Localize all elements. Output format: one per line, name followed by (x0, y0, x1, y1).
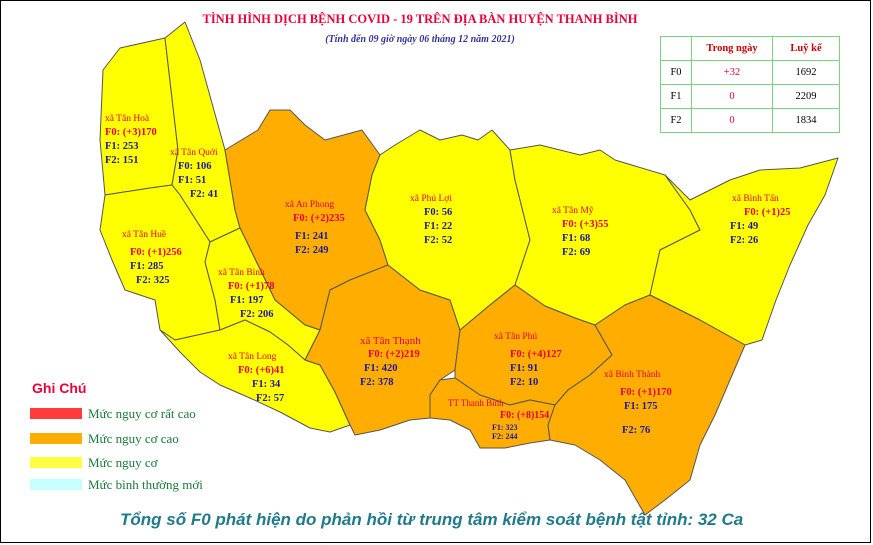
commune-f0: F0: (+2)235 (293, 213, 345, 224)
commune-f0: F0: (+1)170 (620, 387, 672, 398)
commune-name: TT Thanh Bình (448, 398, 504, 408)
footer-note: Tổng số F0 phát hiện do phản hồi từ trun… (120, 510, 744, 529)
legend-label: Mức nguy cơ (88, 455, 158, 470)
legend-label: Mức nguy cơ rất cao (88, 406, 196, 421)
commune-name: xã Tân Bình (218, 268, 265, 278)
commune-name: xã Tân Long (228, 352, 277, 362)
commune-f1: F1: 197 (230, 295, 264, 306)
label-tan-long: xã Tân Long F0: (+6)41 F1: 34 F2: 57 (228, 350, 285, 406)
commune-f0: F0: 106 (178, 161, 212, 172)
commune-f0: F0: 56 (424, 207, 453, 218)
legend-label: Mức nguy cơ cao (88, 431, 179, 446)
summary-row-label: F0 (660, 60, 692, 85)
label-tan-hoa: xã Tân Hoà F0: (+3)170 F1: 253 F2: 151 (105, 112, 157, 168)
summary-row-label: F1 (660, 84, 692, 109)
commune-f2: F2: 69 (562, 247, 591, 258)
commune-f0: F0: (+6)41 (238, 365, 285, 376)
commune-f1: F1: 420 (364, 363, 398, 374)
commune-f0: F0: (+4)127 (510, 349, 562, 360)
commune-f1: F1: 68 (562, 233, 591, 244)
commune-f1: F1: 175 (624, 401, 658, 412)
summary-row-label: F2 (660, 108, 692, 133)
commune-name: xã Bình Tấn (732, 194, 779, 204)
commune-name: xã Bình Thành (604, 370, 661, 380)
commune-f0: F0: (+1)78 (228, 281, 275, 292)
commune-f0: F0: (+3)170 (105, 127, 157, 138)
commune-f2: F2: 57 (256, 393, 285, 404)
commune-f1: F1: 285 (130, 261, 164, 272)
label-an-phong: xã An Phong F0: (+2)235 F1: 241 F2: 249 (285, 198, 345, 258)
commune-name: xã Tân Thạnh (360, 335, 421, 347)
summary-row-f0: F0 +32 1692 (660, 60, 840, 85)
commune-f2: F2: 26 (730, 235, 759, 246)
summary-row-f2: F2 0 1834 (660, 108, 840, 133)
summary-row-f1: F1 0 2209 (660, 84, 840, 109)
summary-table: Trong ngày Luỹ kế F0 +32 1692 F1 0 2209 … (660, 36, 840, 133)
commune-name: xã Tân Mỹ (552, 206, 594, 216)
commune-name: xã An Phong (285, 200, 335, 210)
commune-f2: F2: 41 (190, 189, 219, 200)
commune-f1: F1: 253 (105, 141, 139, 152)
commune-f2: F2: 10 (510, 377, 539, 388)
commune-f2: F2: 249 (295, 245, 329, 256)
label-phu-loi: xã Phú Lợi F0: 56 F1: 22 F2: 52 (410, 192, 452, 248)
label-tan-my: xã Tân Mỹ F0: (+3)55 F1: 68 F2: 69 (552, 204, 609, 260)
legend-label: Mức bình thường mới (88, 477, 203, 492)
summary-header-today: Trong ngày (691, 36, 773, 61)
summary-row-today: 0 (691, 108, 773, 133)
commune-name: xã Tân Phú (494, 332, 538, 342)
legend-swatch (30, 457, 82, 468)
commune-f1: F1: 91 (510, 363, 539, 374)
commune-f2: F2: 244 (492, 432, 518, 441)
commune-f1: F1: 51 (178, 175, 207, 186)
label-tan-binh: xã Tân Bình F0: (+1)78 F1: 197 F2: 206 (218, 266, 275, 322)
summary-header-total: Luỹ kế (772, 36, 840, 61)
summary-header-blank (660, 36, 692, 61)
commune-f1: F1: 34 (252, 379, 281, 390)
legend-swatch (30, 479, 82, 490)
commune-f0: F0: (+8)154 (500, 410, 550, 421)
label-binh-thanh: xã Bình Thành F0: (+1)170 F1: 175 F2: 76 (604, 368, 672, 438)
commune-name: xã Tân Quới (170, 148, 218, 158)
commune-f0: F0: (+2)219 (368, 349, 420, 360)
label-tan-hue: xã Tân Huề F0: (+1)256 F1: 285 F2: 325 (122, 228, 182, 288)
summary-row-total: 1692 (772, 60, 840, 85)
legend-swatch (30, 408, 82, 419)
commune-f2: F2: 76 (622, 425, 651, 436)
commune-f2: F2: 206 (240, 309, 274, 320)
commune-f0: F0: (+1)25 (744, 207, 791, 218)
commune-f2: F2: 378 (360, 377, 394, 388)
label-tan-phu: xã Tân Phú F0: (+4)127 F1: 91 F2: 10 (494, 330, 562, 390)
summary-row-total: 2209 (772, 84, 840, 109)
commune-name: xã Phú Lợi (410, 194, 452, 204)
commune-f2: F2: 151 (105, 155, 139, 166)
label-tt-thanh-binh: TT Thanh Bình F0: (+8)154 F1: 323 F2: 24… (448, 397, 549, 441)
region-binh-tan[interactable] (649, 157, 839, 346)
label-tan-thanh: xã Tân Thạnh F0: (+2)219 F1: 420 F2: 378 (360, 334, 421, 390)
label-tan-quoi: xã Tân Quới F0: 106 F1: 51 F2: 41 (170, 146, 218, 202)
commune-f1: F1: 49 (730, 221, 759, 232)
commune-name: xã Tân Hoà (105, 114, 150, 124)
map-subtitle: (Tính đến 09 giờ ngày 06 tháng 12 năm 20… (325, 34, 515, 45)
commune-f2: F2: 52 (424, 235, 453, 246)
commune-f0: F0: (+1)256 (130, 247, 182, 258)
summary-header-row: Trong ngày Luỹ kế (660, 36, 840, 61)
region-binh-thanh[interactable] (547, 294, 746, 516)
summary-row-total: 1834 (772, 108, 840, 133)
commune-f1: F1: 323 (492, 423, 518, 432)
map-title: TÌNH HÌNH DỊCH BỆNH COVID - 19 TRÊN ĐỊA … (202, 12, 638, 26)
legend-title: Ghi Chú (32, 380, 87, 396)
commune-f1: F1: 241 (295, 231, 329, 242)
legend-swatch (30, 433, 82, 444)
commune-name: xã Tân Huề (122, 230, 167, 240)
summary-row-today: +32 (691, 60, 773, 85)
commune-f1: F1: 22 (424, 221, 453, 232)
summary-row-today: 0 (691, 84, 773, 109)
label-binh-tan: xã Bình Tấn F0: (+1)25 F1: 49 F2: 26 (730, 192, 791, 248)
commune-f2: F2: 325 (136, 275, 170, 286)
commune-f0: F0: (+3)55 (562, 219, 609, 230)
